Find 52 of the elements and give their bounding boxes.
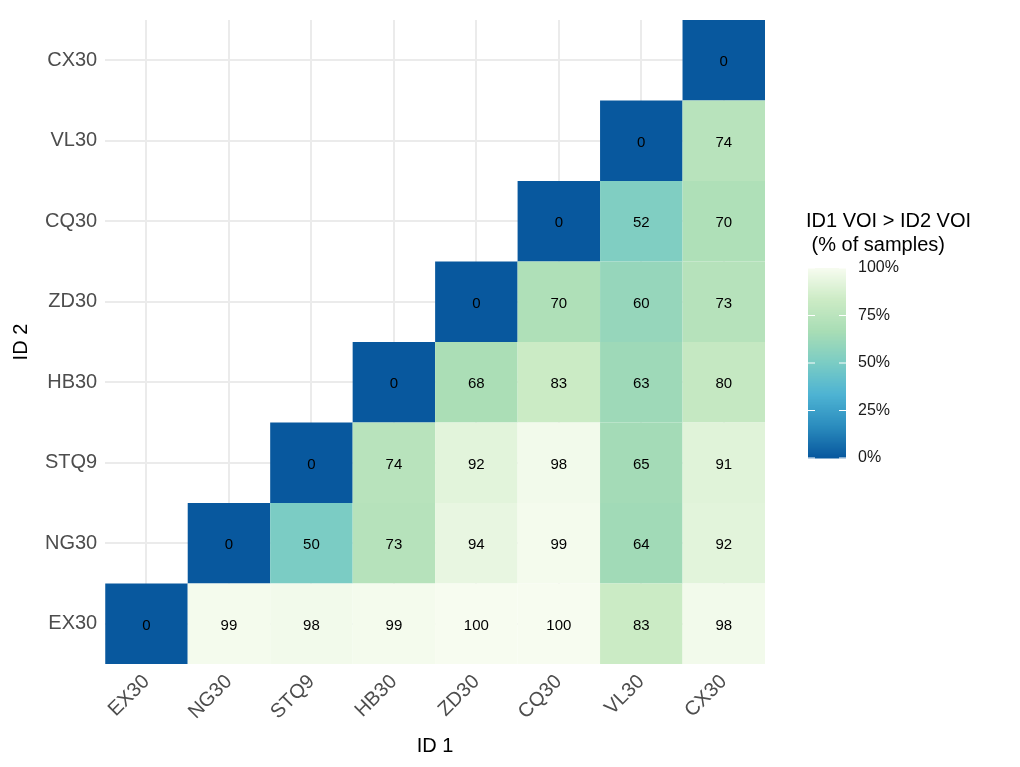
color-bar-label: 50%	[858, 353, 891, 371]
data-label: 80	[715, 374, 733, 392]
data-label: 64	[632, 535, 650, 553]
data-label: 74	[715, 132, 733, 150]
color-bar-title: ID1 VOI > ID2 VOI (% of samples)	[806, 209, 972, 255]
data-label: 0	[224, 535, 234, 553]
data-label: 70	[715, 213, 733, 231]
y-axis-title: ID 2	[8, 323, 31, 361]
data-label: 98	[715, 615, 733, 633]
data-label: 63	[632, 374, 650, 392]
data-label: 65	[632, 454, 650, 472]
data-label: 83	[632, 615, 650, 633]
data-label: 73	[715, 293, 733, 311]
data-label: 0	[142, 615, 151, 633]
color-bar-label: 25%	[858, 400, 891, 418]
data-label: 99	[220, 615, 238, 633]
data-label: 0	[389, 374, 399, 392]
data-label: 91	[715, 454, 733, 472]
data-label: 100	[546, 615, 572, 633]
color-bar-label: 100%	[858, 258, 899, 276]
data-label: 100	[463, 615, 489, 633]
color-bar-label: 75%	[858, 305, 891, 323]
y-tick-label: VL30	[50, 128, 98, 151]
data-label: 73	[385, 535, 403, 553]
data-label: 99	[385, 615, 403, 633]
data-label: 60	[632, 293, 650, 311]
data-label: 83	[550, 374, 568, 392]
data-label: 99	[550, 535, 568, 553]
y-tick-label: CX30	[47, 47, 98, 70]
data-label: 74	[385, 454, 403, 472]
y-tick-label: ZD30	[48, 289, 98, 312]
data-label: 68	[468, 374, 485, 392]
y-tick-label: NG30	[45, 530, 98, 553]
data-label: 70	[550, 293, 568, 311]
data-label: 0	[719, 52, 728, 70]
data-label: 92	[468, 454, 485, 472]
data-label: 0	[554, 213, 563, 231]
y-tick-label: EX30	[48, 611, 98, 634]
y-tick-label: STQ9	[45, 450, 98, 473]
data-label: 94	[468, 535, 485, 553]
data-label: 0	[307, 454, 316, 472]
data-label: 50	[303, 535, 320, 553]
data-label: 98	[303, 615, 320, 633]
x-axis-title: ID 1	[416, 733, 454, 756]
data-label: 0	[472, 293, 481, 311]
data-label: 98	[550, 454, 568, 472]
color-bar-label: 0%	[858, 448, 882, 466]
data-label: 0	[637, 132, 646, 150]
data-label: 52	[632, 213, 650, 231]
y-tick-label: CQ30	[45, 208, 98, 231]
y-tick-label: HB30	[47, 369, 98, 392]
data-label: 92	[715, 535, 733, 553]
